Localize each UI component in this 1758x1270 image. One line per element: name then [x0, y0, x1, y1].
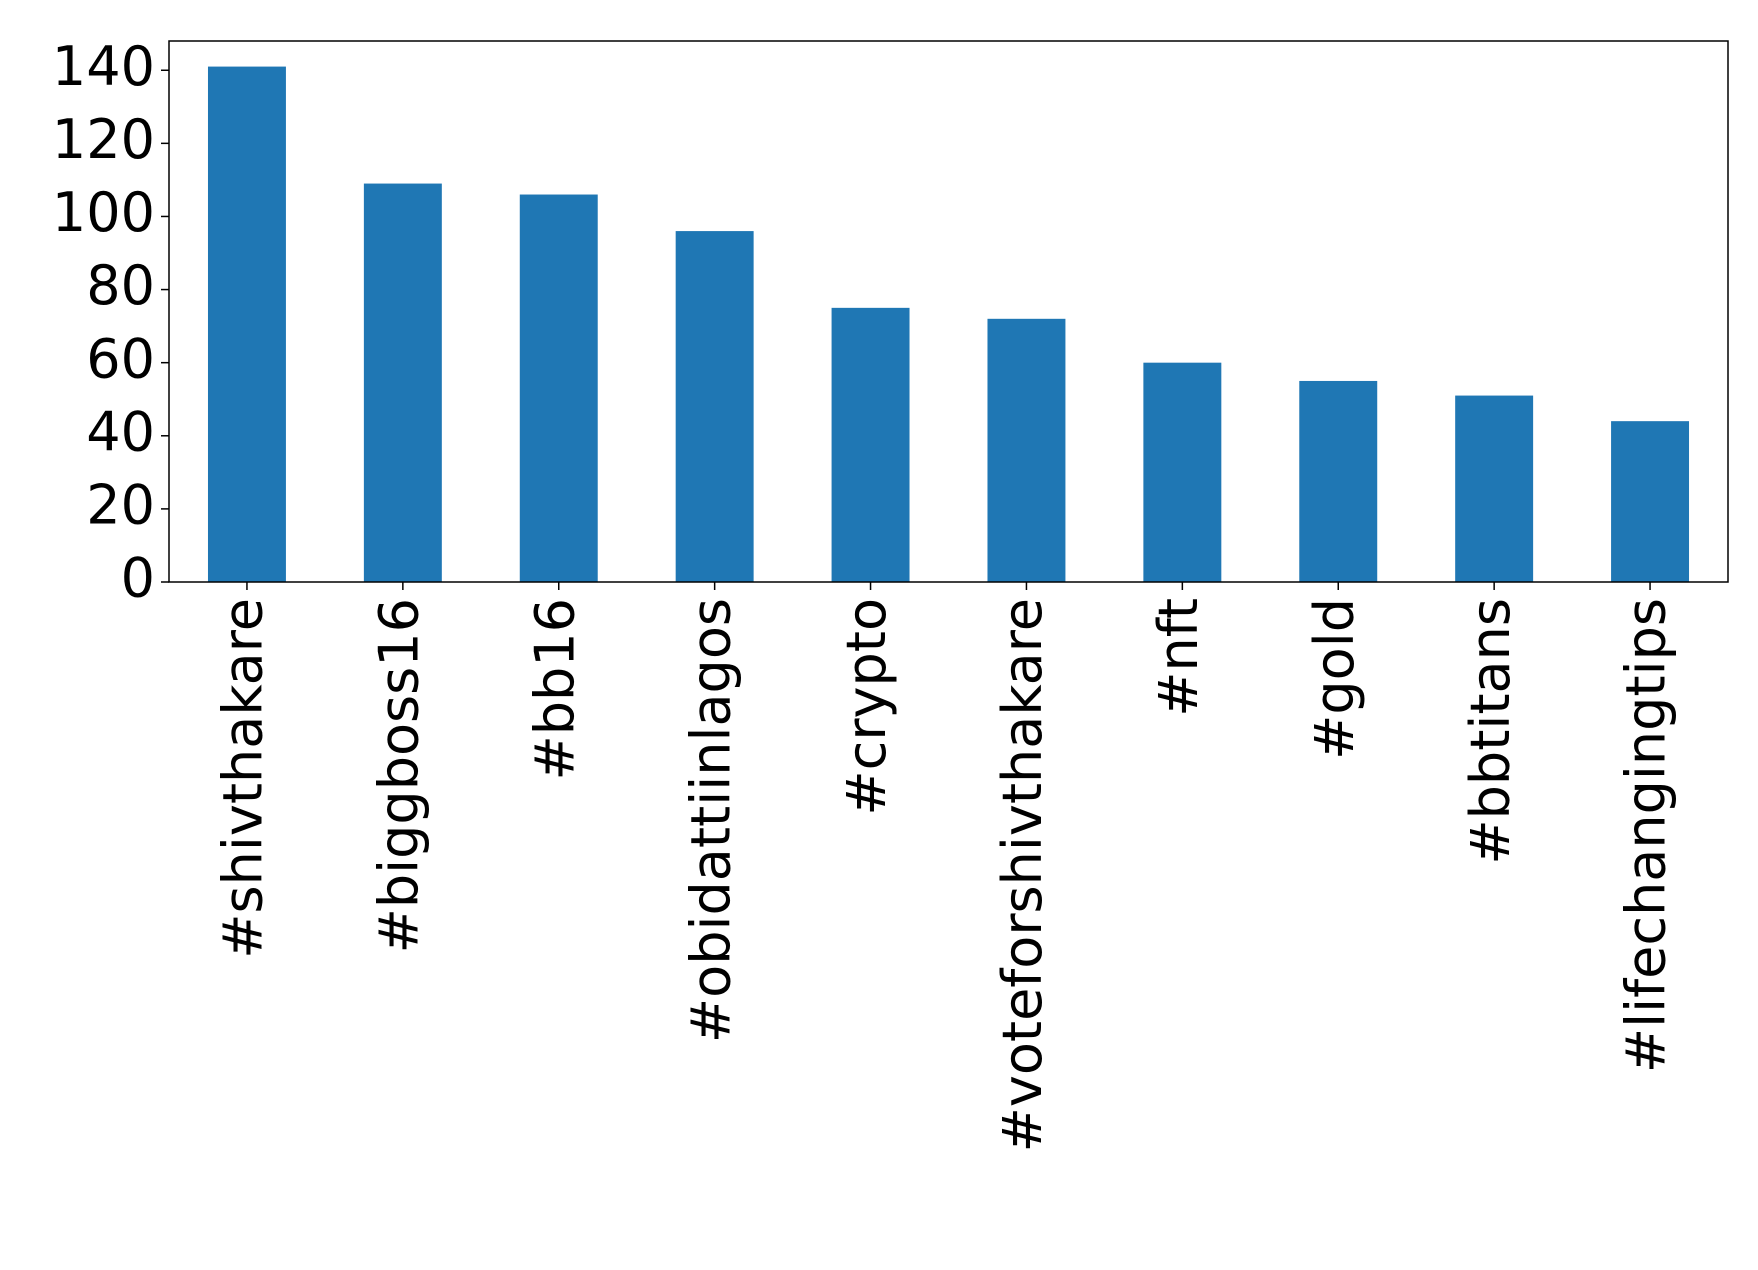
y-tick-label: 40 — [86, 400, 155, 463]
y-tick-label: 60 — [86, 327, 155, 390]
x-tick-label: #obidattiinlagos — [679, 598, 742, 1043]
x-tick-label: #shivthakare — [212, 598, 275, 959]
bar — [1143, 362, 1222, 582]
y-tick-label: 80 — [86, 254, 155, 317]
x-tick-label: #bbtitans — [1459, 598, 1522, 865]
x-tick-label: #biggboss16 — [367, 598, 430, 953]
y-tick-label: 100 — [52, 181, 155, 244]
bar — [1455, 395, 1534, 582]
x-tick-label: #lifechangingtips — [1615, 598, 1678, 1073]
x-tick-label: #nft — [1147, 598, 1210, 717]
y-tick-label: 120 — [52, 108, 155, 171]
bar — [519, 194, 598, 582]
y-tick-label: 0 — [121, 547, 155, 610]
x-tick-label: #crypto — [835, 598, 898, 816]
plot-frame — [168, 40, 1729, 583]
x-tick-label: #voteforshivthakare — [991, 598, 1054, 1152]
bar — [987, 318, 1066, 582]
bar — [207, 66, 286, 583]
bar — [1299, 380, 1378, 582]
bar — [363, 183, 442, 583]
y-tick-label: 140 — [52, 35, 155, 98]
y-tick-label: 20 — [86, 474, 155, 537]
bar — [1611, 421, 1690, 582]
x-tick-label: #bb16 — [523, 598, 586, 781]
bar — [831, 307, 910, 582]
x-tick-label: #gold — [1303, 598, 1366, 760]
bar — [675, 231, 754, 582]
